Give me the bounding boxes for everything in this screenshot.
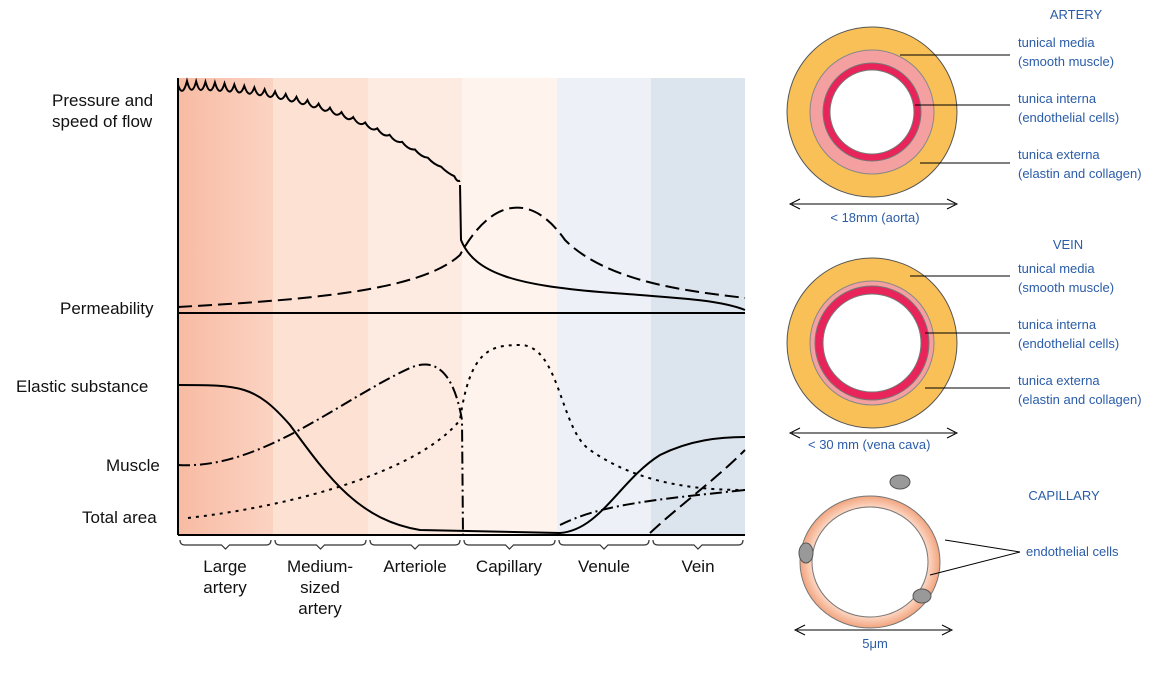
row-label: Total area: [82, 508, 157, 527]
pressure-curve: [177, 77, 461, 183]
muscle-curve: [177, 363, 746, 536]
size-label: < 18mm (aorta): [830, 210, 920, 225]
capillary: [793, 474, 1021, 636]
size-label: < 30 mm (vena cava): [808, 437, 931, 452]
bracket: [652, 539, 744, 550]
elastic-curve: [177, 384, 746, 535]
row-label: Permeability: [60, 299, 154, 318]
row-label: Pressure and speed of flow: [52, 91, 154, 131]
row-label: Elastic substance: [16, 377, 149, 396]
permeability-curve: [177, 206, 746, 308]
column-label: Arteriole: [383, 557, 447, 576]
column-label: Vein: [681, 557, 715, 576]
capillary-title: CAPILLARY: [1028, 488, 1100, 503]
vein: [786, 257, 1010, 439]
bracket: [463, 539, 556, 550]
brackets: [179, 539, 744, 550]
layer-label: tunica interna (endothelial cells): [1018, 91, 1120, 125]
area-curve: [187, 343, 746, 519]
column-label: Venule: [578, 557, 630, 576]
vein-title: VEIN: [1052, 237, 1084, 252]
bracket: [274, 539, 367, 550]
bracket: [179, 539, 272, 550]
layer-label: tunical media (smooth muscle): [1018, 35, 1115, 69]
bracket: [558, 539, 650, 550]
column-label: Large artery: [203, 557, 247, 597]
column-label: Medium- sized artery: [286, 557, 354, 618]
pressure-curve-tail: [459, 184, 746, 311]
artery-title: ARTERY: [1049, 7, 1103, 22]
layer-label: endothelial cells: [1026, 544, 1119, 559]
artery: [786, 26, 1010, 210]
layer-label: tunica interna (endothelial cells): [1018, 317, 1120, 351]
bracket: [369, 539, 461, 550]
layer-label: tunica externa (elastin and collagen): [1018, 373, 1142, 407]
size-label: 5μm: [862, 636, 888, 651]
column-label: Capillary: [475, 557, 543, 576]
vein-curve: [649, 449, 746, 534]
row-label: Muscle: [106, 456, 160, 475]
columns: [178, 78, 745, 535]
layer-label: tunica externa (elastin and collagen): [1018, 147, 1142, 181]
layer-label: tunical media (smooth muscle): [1018, 261, 1115, 295]
